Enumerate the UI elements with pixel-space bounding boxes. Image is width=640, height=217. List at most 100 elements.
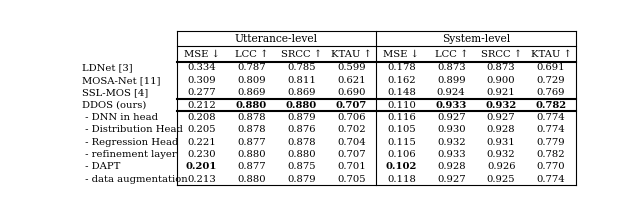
Text: 0.880: 0.880 bbox=[237, 175, 266, 184]
Text: 0.931: 0.931 bbox=[487, 138, 515, 147]
Text: 0.309: 0.309 bbox=[188, 76, 216, 85]
Text: 0.925: 0.925 bbox=[487, 175, 515, 184]
Text: 0.869: 0.869 bbox=[237, 88, 266, 97]
Text: KTAU ↑: KTAU ↑ bbox=[531, 50, 572, 59]
Text: 0.879: 0.879 bbox=[287, 113, 316, 122]
Text: 0.933: 0.933 bbox=[437, 150, 465, 159]
Text: 0.782: 0.782 bbox=[536, 100, 566, 110]
Text: 0.102: 0.102 bbox=[386, 162, 417, 171]
Text: 0.110: 0.110 bbox=[387, 100, 416, 110]
Text: - Distribution Head: - Distribution Head bbox=[83, 125, 183, 134]
Text: 0.927: 0.927 bbox=[487, 113, 515, 122]
Text: 0.702: 0.702 bbox=[337, 125, 365, 134]
Text: 0.705: 0.705 bbox=[337, 175, 365, 184]
Text: 0.924: 0.924 bbox=[437, 88, 465, 97]
Text: SRCC ↑: SRCC ↑ bbox=[281, 50, 322, 59]
Text: 0.178: 0.178 bbox=[387, 64, 416, 72]
Text: 0.878: 0.878 bbox=[287, 138, 316, 147]
Text: 0.691: 0.691 bbox=[537, 64, 565, 72]
Text: 0.932: 0.932 bbox=[486, 100, 516, 110]
Text: 0.932: 0.932 bbox=[437, 138, 465, 147]
Text: 0.770: 0.770 bbox=[537, 162, 565, 171]
Text: System-level: System-level bbox=[442, 34, 510, 44]
Text: 0.230: 0.230 bbox=[188, 150, 216, 159]
Text: 0.201: 0.201 bbox=[186, 162, 218, 171]
Text: - Regression Head: - Regression Head bbox=[83, 138, 179, 147]
Text: 0.334: 0.334 bbox=[188, 64, 216, 72]
Text: - refinement layer: - refinement layer bbox=[83, 150, 177, 159]
Text: 0.707: 0.707 bbox=[337, 150, 365, 159]
Text: LCC ↑: LCC ↑ bbox=[235, 50, 268, 59]
Text: 0.878: 0.878 bbox=[237, 113, 266, 122]
Text: 0.877: 0.877 bbox=[237, 162, 266, 171]
Text: 0.933: 0.933 bbox=[436, 100, 467, 110]
Text: 0.809: 0.809 bbox=[237, 76, 266, 85]
Text: SRCC ↑: SRCC ↑ bbox=[481, 50, 522, 59]
Text: 0.899: 0.899 bbox=[437, 76, 465, 85]
Text: 0.115: 0.115 bbox=[387, 138, 416, 147]
Text: 0.162: 0.162 bbox=[387, 76, 415, 85]
Text: 0.880: 0.880 bbox=[237, 150, 266, 159]
Text: KTAU ↑: KTAU ↑ bbox=[331, 50, 372, 59]
Text: 0.774: 0.774 bbox=[537, 113, 565, 122]
Text: MSE ↓: MSE ↓ bbox=[184, 50, 220, 59]
Text: Utterance-level: Utterance-level bbox=[235, 34, 318, 44]
Text: 0.932: 0.932 bbox=[487, 150, 515, 159]
Text: 0.706: 0.706 bbox=[337, 113, 365, 122]
Text: 0.599: 0.599 bbox=[337, 64, 365, 72]
Text: SSL-MOS [4]: SSL-MOS [4] bbox=[83, 88, 148, 97]
Text: 0.621: 0.621 bbox=[337, 76, 365, 85]
Text: 0.690: 0.690 bbox=[337, 88, 365, 97]
Text: 0.928: 0.928 bbox=[487, 125, 515, 134]
Text: 0.221: 0.221 bbox=[188, 138, 216, 147]
Text: MOSA-Net [11]: MOSA-Net [11] bbox=[83, 76, 161, 85]
Text: 0.105: 0.105 bbox=[387, 125, 416, 134]
Text: 0.729: 0.729 bbox=[537, 76, 565, 85]
Text: 0.707: 0.707 bbox=[336, 100, 367, 110]
Text: - data augmentation: - data augmentation bbox=[83, 175, 188, 184]
Text: 0.880: 0.880 bbox=[287, 150, 316, 159]
Text: 0.277: 0.277 bbox=[188, 88, 216, 97]
Text: 0.879: 0.879 bbox=[287, 175, 316, 184]
Text: DDOS (ours): DDOS (ours) bbox=[83, 100, 147, 110]
Text: 0.782: 0.782 bbox=[537, 150, 565, 159]
Text: 0.928: 0.928 bbox=[437, 162, 465, 171]
Text: 0.930: 0.930 bbox=[437, 125, 465, 134]
Text: 0.869: 0.869 bbox=[287, 88, 316, 97]
Text: 0.811: 0.811 bbox=[287, 76, 316, 85]
Text: 0.779: 0.779 bbox=[537, 138, 565, 147]
Text: 0.148: 0.148 bbox=[387, 88, 416, 97]
Text: 0.704: 0.704 bbox=[337, 138, 366, 147]
Text: 0.926: 0.926 bbox=[487, 162, 515, 171]
Text: - DAPT: - DAPT bbox=[83, 162, 121, 171]
Text: 0.927: 0.927 bbox=[437, 175, 465, 184]
Text: 0.880: 0.880 bbox=[286, 100, 317, 110]
Text: 0.873: 0.873 bbox=[437, 64, 465, 72]
Text: LCC ↑: LCC ↑ bbox=[435, 50, 468, 59]
Text: 0.877: 0.877 bbox=[237, 138, 266, 147]
Text: 0.774: 0.774 bbox=[537, 125, 565, 134]
Text: 0.208: 0.208 bbox=[188, 113, 216, 122]
Text: 0.878: 0.878 bbox=[237, 125, 266, 134]
Text: 0.213: 0.213 bbox=[188, 175, 216, 184]
Text: 0.774: 0.774 bbox=[537, 175, 565, 184]
Text: 0.116: 0.116 bbox=[387, 113, 416, 122]
Text: 0.873: 0.873 bbox=[487, 64, 515, 72]
Text: 0.205: 0.205 bbox=[188, 125, 216, 134]
Text: 0.118: 0.118 bbox=[387, 175, 416, 184]
Text: 0.212: 0.212 bbox=[188, 100, 216, 110]
Text: LDNet [3]: LDNet [3] bbox=[83, 64, 133, 72]
Text: 0.787: 0.787 bbox=[237, 64, 266, 72]
Text: 0.876: 0.876 bbox=[287, 125, 316, 134]
Text: 0.769: 0.769 bbox=[537, 88, 565, 97]
Text: 0.900: 0.900 bbox=[487, 76, 515, 85]
Text: - DNN in head: - DNN in head bbox=[83, 113, 159, 122]
Text: 0.106: 0.106 bbox=[387, 150, 415, 159]
Text: 0.785: 0.785 bbox=[287, 64, 316, 72]
Text: MSE ↓: MSE ↓ bbox=[383, 50, 419, 59]
Text: 0.880: 0.880 bbox=[236, 100, 268, 110]
Text: 0.921: 0.921 bbox=[487, 88, 515, 97]
Text: 0.927: 0.927 bbox=[437, 113, 465, 122]
Text: 0.701: 0.701 bbox=[337, 162, 366, 171]
Text: 0.875: 0.875 bbox=[287, 162, 316, 171]
